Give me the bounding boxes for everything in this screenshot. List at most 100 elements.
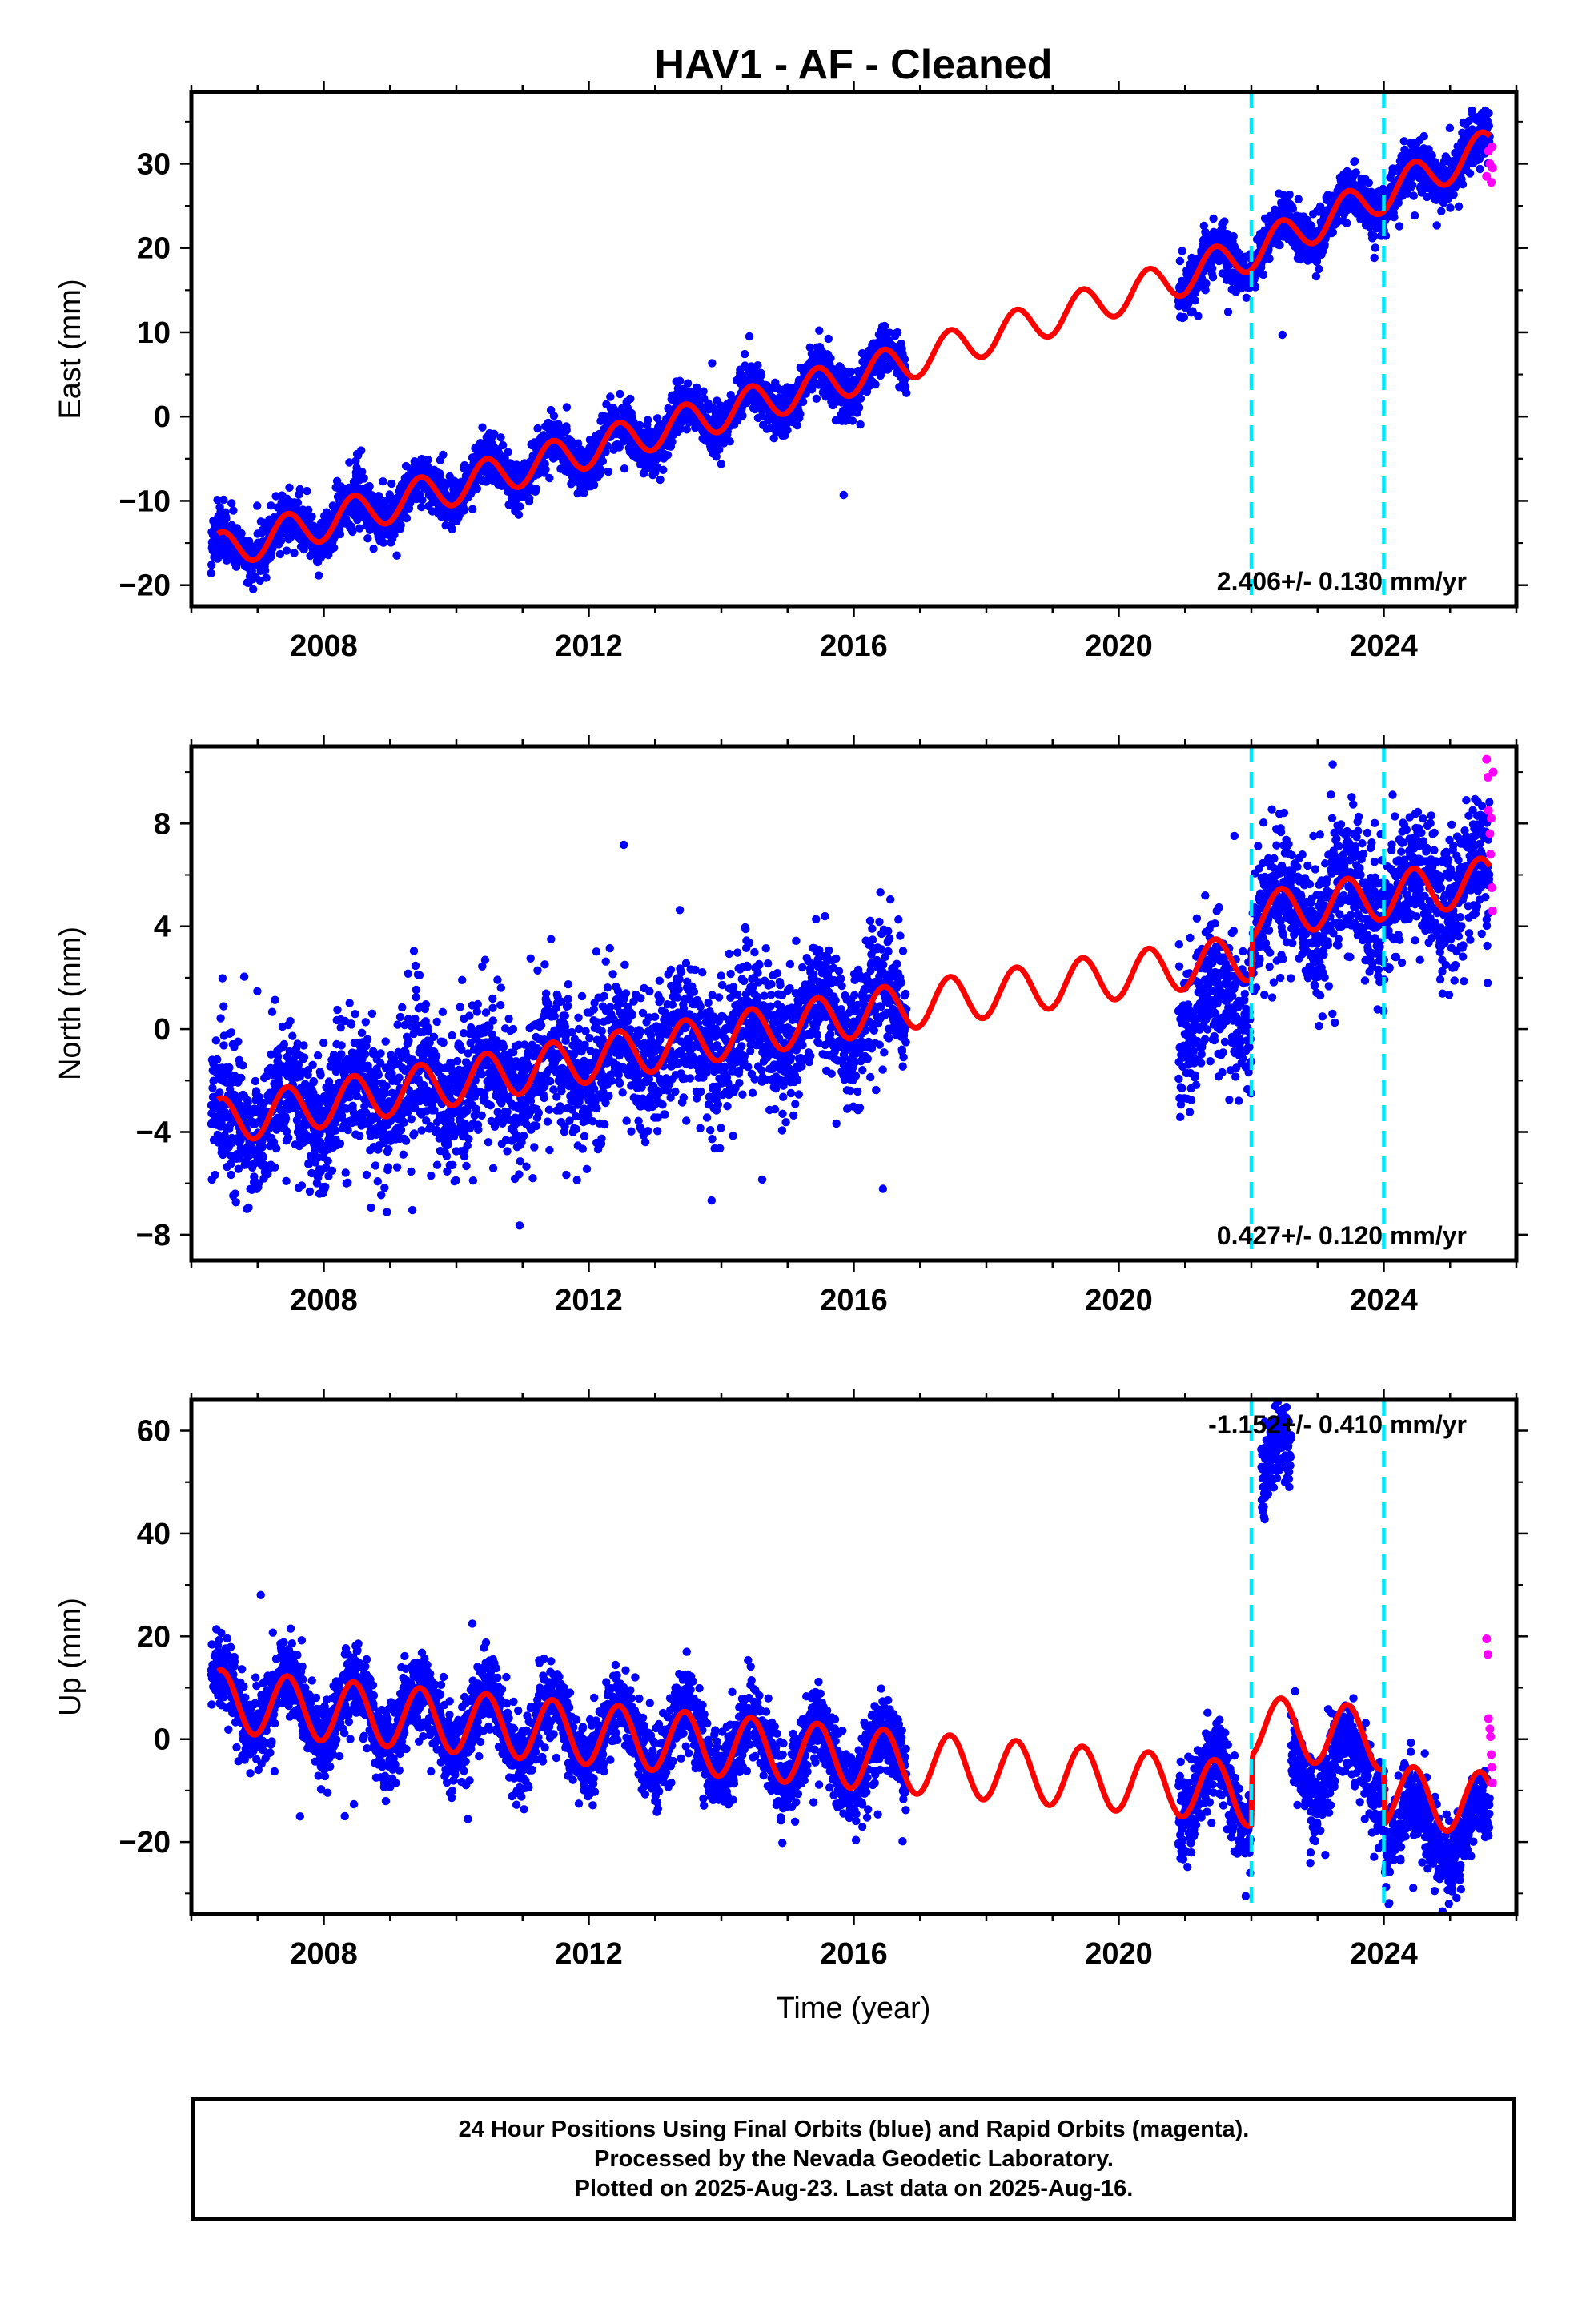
data-point xyxy=(231,562,241,571)
data-point xyxy=(549,412,559,420)
data-point xyxy=(1178,247,1186,255)
data-point xyxy=(218,974,227,983)
rapid-point xyxy=(1487,142,1496,151)
data-point xyxy=(839,490,849,500)
y-tick-label: 10 xyxy=(137,316,171,350)
data-point xyxy=(253,501,262,510)
data-point xyxy=(369,545,378,553)
data-point xyxy=(656,475,665,485)
data-point xyxy=(213,554,222,563)
data-point xyxy=(315,571,323,580)
data-point xyxy=(417,502,426,512)
data-point xyxy=(1275,240,1284,250)
data-point xyxy=(1484,122,1494,131)
data-point xyxy=(262,573,271,582)
data-point xyxy=(659,465,668,474)
data-point xyxy=(211,1036,220,1045)
data-point xyxy=(1220,217,1229,226)
data-point xyxy=(1410,211,1419,220)
data-point xyxy=(1259,270,1268,279)
data-point xyxy=(1419,131,1428,141)
data-point xyxy=(244,1203,253,1212)
data-point xyxy=(880,321,889,331)
data-point xyxy=(516,502,524,511)
data-point xyxy=(893,328,902,337)
data-point xyxy=(1399,137,1409,146)
data-point xyxy=(271,1163,279,1172)
data-point xyxy=(854,403,864,412)
data-point xyxy=(275,549,285,559)
x-tick-label: 2024 xyxy=(1350,629,1418,663)
data-point xyxy=(856,394,865,403)
data-point xyxy=(604,467,612,476)
data-point xyxy=(504,448,512,456)
data-point xyxy=(846,368,856,376)
data-point xyxy=(1343,219,1351,227)
data-point xyxy=(1209,214,1218,223)
final-orbit-points xyxy=(207,106,1494,593)
data-point xyxy=(249,585,258,593)
data-point xyxy=(227,1028,236,1037)
data-point xyxy=(708,359,717,368)
data-point xyxy=(272,1144,281,1153)
data-point xyxy=(345,458,354,467)
data-point xyxy=(219,1002,228,1011)
data-point xyxy=(359,474,368,483)
data-point xyxy=(472,484,482,493)
data-point xyxy=(237,529,246,538)
data-point xyxy=(267,1007,277,1016)
data-point xyxy=(717,460,725,468)
velocity-rate-label: 2.406+/- 0.130 mm/yr xyxy=(1217,567,1467,596)
data-point xyxy=(436,469,444,478)
data-point xyxy=(439,450,448,460)
data-point xyxy=(279,1039,289,1049)
data-point xyxy=(1288,204,1298,213)
data-point xyxy=(225,1063,234,1072)
data-point xyxy=(1278,330,1287,340)
data-point xyxy=(783,426,792,435)
data-point xyxy=(357,446,366,455)
data-point xyxy=(1446,203,1455,212)
data-point xyxy=(514,510,524,519)
data-point xyxy=(285,483,294,492)
data-point xyxy=(753,361,762,370)
data-point xyxy=(267,501,275,510)
data-point xyxy=(496,433,505,442)
data-point xyxy=(555,422,564,432)
data-point xyxy=(322,508,331,517)
data-point xyxy=(1432,221,1441,230)
data-point xyxy=(532,485,540,493)
data-point xyxy=(1449,190,1458,199)
data-point xyxy=(620,464,629,473)
data-point xyxy=(1285,190,1294,199)
data-point xyxy=(1351,168,1360,177)
data-point xyxy=(222,514,231,523)
data-point xyxy=(379,477,387,486)
data-point xyxy=(796,409,805,419)
data-point xyxy=(460,506,468,515)
data-point xyxy=(448,525,456,533)
data-point xyxy=(227,1170,235,1180)
data-point xyxy=(525,493,534,503)
data-point xyxy=(1445,123,1455,132)
data-point xyxy=(1202,279,1211,288)
data-point xyxy=(293,498,303,507)
data-point xyxy=(207,561,216,569)
data-point xyxy=(741,349,749,359)
data-point xyxy=(663,451,673,460)
data-point xyxy=(239,972,249,981)
data-point xyxy=(219,1041,228,1050)
data-point xyxy=(1223,308,1233,316)
data-point xyxy=(390,530,399,539)
data-point xyxy=(358,468,367,476)
data-point xyxy=(348,527,357,537)
data-point xyxy=(562,403,572,412)
data-point xyxy=(815,326,824,335)
data-point xyxy=(541,465,550,474)
data-point xyxy=(271,995,279,1004)
data-point xyxy=(208,1084,217,1092)
plot-area xyxy=(207,106,1497,593)
data-point xyxy=(1409,191,1419,200)
x-tick-label: 2008 xyxy=(290,629,358,663)
